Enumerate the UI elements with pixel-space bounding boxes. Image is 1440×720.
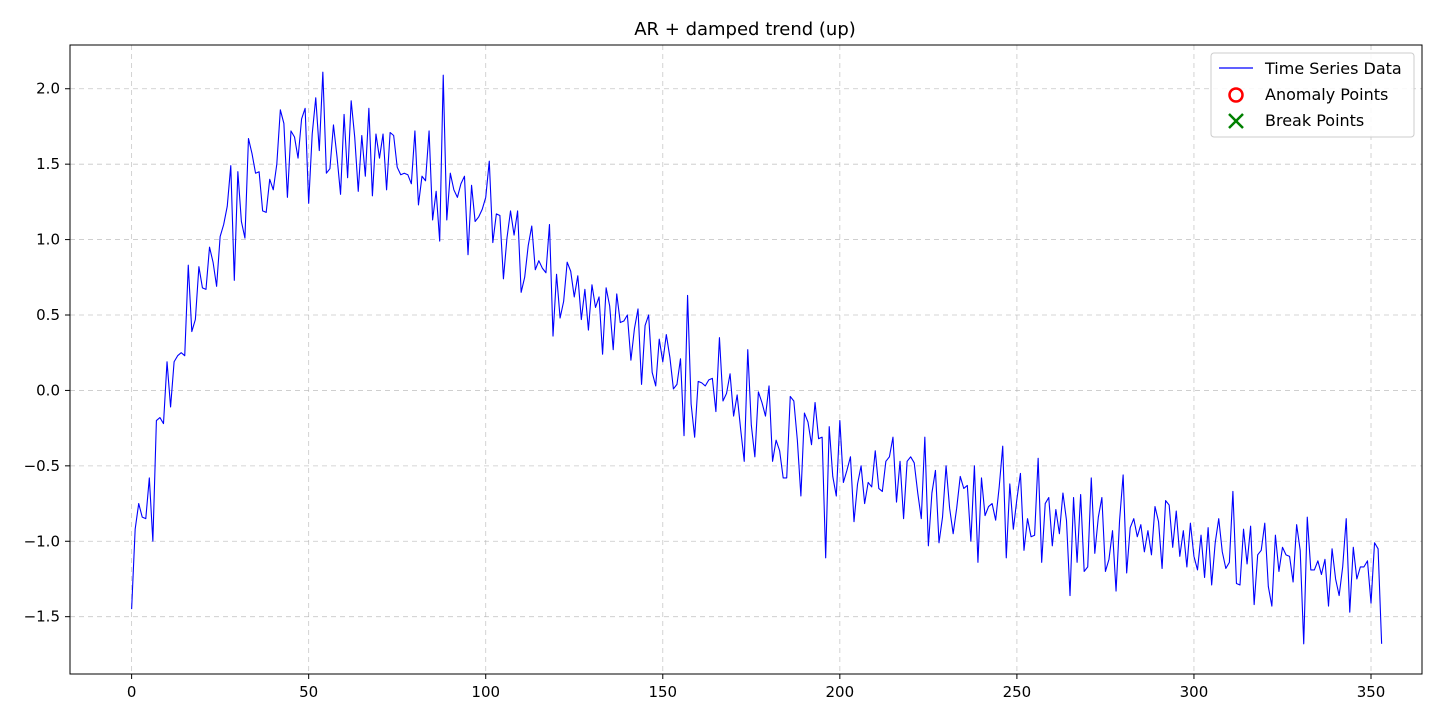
chart-title: AR + damped trend (up) bbox=[634, 19, 856, 40]
legend-label-time-series: Time Series Data bbox=[1264, 59, 1402, 78]
x-tick-label: 200 bbox=[826, 683, 855, 701]
x-tick-label: 50 bbox=[299, 683, 318, 701]
x-tick-label: 100 bbox=[471, 683, 500, 701]
y-tick-label: 0.5 bbox=[36, 306, 60, 324]
y-axis: −1.5 −1.0 −0.5 0.0 0.5 1.0 1.5 2.0 bbox=[24, 80, 70, 626]
x-tick-label: 300 bbox=[1180, 683, 1209, 701]
x-tick-label: 150 bbox=[648, 683, 677, 701]
legend: Time Series Data Anomaly Points Break Po… bbox=[1210, 52, 1415, 138]
legend-label-anomaly: Anomaly Points bbox=[1265, 85, 1388, 104]
grid-lines bbox=[70, 45, 1422, 674]
y-tick-label: 1.5 bbox=[36, 155, 60, 173]
legend-box bbox=[1210, 52, 1415, 138]
legend-x-icon bbox=[1228, 113, 1244, 129]
legend-circle-icon bbox=[1228, 87, 1244, 103]
series-line-time-series bbox=[131, 71, 1383, 645]
plot-frame bbox=[69, 44, 1423, 675]
x-tick-label: 350 bbox=[1357, 683, 1386, 701]
y-tick-label: 1.0 bbox=[36, 231, 60, 249]
legend-label-break: Break Points bbox=[1265, 111, 1364, 130]
y-tick-label: −1.5 bbox=[24, 608, 60, 626]
x-tick-label: 0 bbox=[127, 683, 137, 701]
y-tick-label: 2.0 bbox=[36, 80, 60, 98]
y-tick-label: 0.0 bbox=[36, 381, 60, 399]
series-layer bbox=[131, 71, 1383, 645]
y-tick-label: −0.5 bbox=[24, 457, 60, 475]
x-axis: 0 50 100 150 200 250 300 350 bbox=[127, 674, 1385, 701]
y-tick-label: −1.0 bbox=[24, 532, 60, 550]
x-tick-label: 250 bbox=[1003, 683, 1032, 701]
